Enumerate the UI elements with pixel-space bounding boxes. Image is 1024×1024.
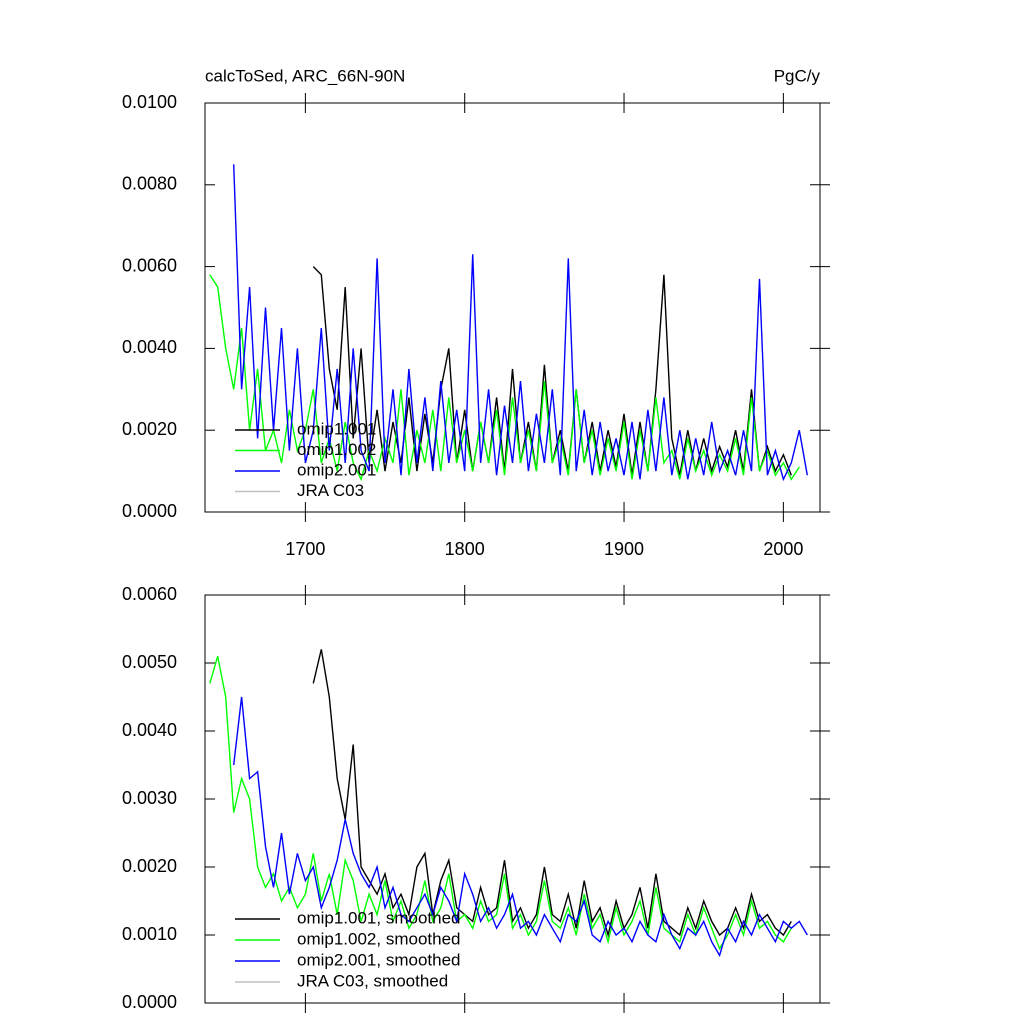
- series-line: [233, 164, 808, 482]
- y-tick-label: 0.0100: [122, 92, 177, 112]
- y-tick-label: 0.0000: [122, 992, 177, 1012]
- plot-frame: [204, 594, 821, 1004]
- y-tick-label: 0.0080: [122, 174, 177, 194]
- x-tick-label: 2000: [763, 539, 803, 559]
- legend-label: omip2.001: [297, 460, 376, 479]
- y-tick-label: 0.0050: [122, 652, 177, 672]
- series-line: [209, 274, 800, 482]
- series-line: [209, 656, 792, 951]
- y-tick-label: 0.0020: [122, 856, 177, 876]
- y-tick-label: 0.0010: [122, 924, 177, 944]
- x-tick-label: 1800: [445, 539, 485, 559]
- chart-title: calcToSed, ARC_66N-90N: [205, 66, 405, 85]
- y-tick-label: 0.0060: [122, 255, 177, 275]
- legend-label: omip1.001: [297, 419, 376, 438]
- series-line: [312, 266, 792, 476]
- x-tick-label: 1900: [604, 539, 644, 559]
- y-tick-label: 0.0040: [122, 720, 177, 740]
- y-tick-label: 0.0020: [122, 419, 177, 439]
- series-line: [233, 696, 808, 958]
- plot-frame: [204, 102, 821, 513]
- x-tick-label: 1700: [285, 539, 325, 559]
- legend-label: JRA C03, smoothed: [297, 971, 448, 990]
- y-tick-label: 0.0000: [122, 501, 177, 521]
- series-line: [312, 649, 792, 938]
- legend-label: omip2.001, smoothed: [297, 950, 461, 969]
- units-label: PgC/y: [774, 66, 821, 85]
- y-tick-label: 0.0030: [122, 788, 177, 808]
- legend-label: JRA C03: [297, 481, 364, 500]
- legend-label: omip1.001, smoothed: [297, 908, 461, 927]
- legend-label: omip1.002: [297, 440, 376, 459]
- y-tick-label: 0.0060: [122, 584, 177, 604]
- legend-label: omip1.002, smoothed: [297, 929, 461, 948]
- y-tick-label: 0.0040: [122, 337, 177, 357]
